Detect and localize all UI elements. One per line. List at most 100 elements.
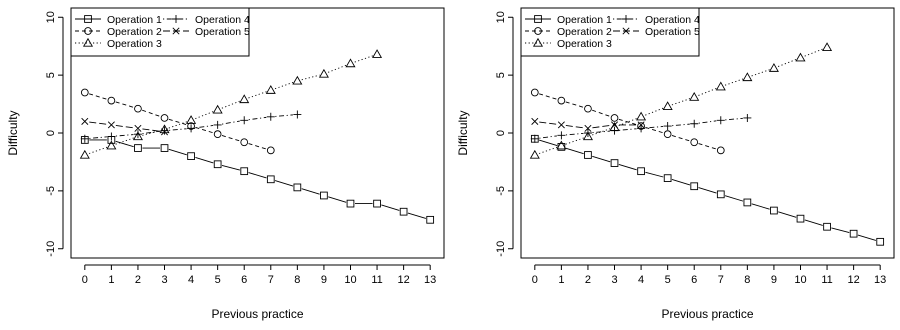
x-axis-title: Previous practice	[661, 307, 753, 321]
data-point	[160, 144, 169, 152]
data-point	[716, 116, 725, 125]
legend-item: Operation 1	[75, 14, 162, 26]
series-segment	[274, 81, 294, 90]
series-segment	[645, 107, 664, 116]
x-tick-label: 5	[665, 274, 671, 286]
series-operation-4	[80, 110, 302, 143]
data-point	[107, 132, 116, 141]
y-tick-label: -10	[495, 241, 507, 257]
legend-item: Operation 5	[163, 26, 250, 38]
data-point	[213, 130, 222, 139]
legend-item: Operation 3	[75, 37, 162, 50]
data-point	[743, 198, 752, 207]
legend-item: Operation 2	[75, 26, 162, 38]
data-point	[373, 199, 381, 208]
plot-frame	[70, 7, 445, 259]
series-segment	[248, 143, 267, 150]
y-tick-label: -5	[495, 186, 507, 196]
series-segment	[88, 146, 108, 154]
data-point	[266, 112, 275, 121]
data-point	[663, 174, 672, 182]
data-point	[557, 121, 565, 129]
y-tick-label: 0	[45, 130, 57, 136]
legend-item: Operation 5	[613, 26, 700, 38]
data-point	[557, 131, 566, 140]
series-segment	[698, 87, 717, 96]
series-segment	[592, 125, 611, 129]
series-segment	[538, 139, 558, 147]
x-tick-label: 8	[294, 274, 300, 286]
data-point	[876, 237, 885, 246]
x-tick-label: 1	[558, 274, 564, 286]
series-segment	[328, 196, 347, 203]
y-tick-label: -5	[45, 186, 57, 196]
data-point	[584, 124, 592, 132]
data-point	[160, 114, 169, 122]
data-point	[318, 68, 329, 78]
series-segment	[565, 132, 584, 136]
legend-item: Operation 4	[163, 14, 250, 26]
series-segment	[142, 128, 161, 132]
x-tick-label: 6	[691, 274, 697, 286]
data-point	[293, 183, 302, 192]
series-segment	[115, 134, 134, 137]
series-segment	[88, 93, 108, 100]
data-point	[582, 131, 593, 141]
series-segment	[671, 135, 691, 142]
data-point	[610, 121, 619, 129]
x-tick-label: 9	[771, 274, 777, 286]
data-point	[557, 96, 566, 105]
x-tick-label: 1	[108, 274, 114, 286]
data-point	[610, 126, 619, 135]
data-point	[240, 167, 249, 176]
data-point	[160, 126, 169, 135]
legend-label: Operation 4	[195, 14, 250, 26]
data-point	[160, 128, 169, 136]
legend-marker	[534, 27, 542, 35]
series-operation-4	[530, 113, 752, 143]
data-point	[716, 146, 725, 155]
data-point	[239, 94, 250, 104]
legend-label: Operation 2	[557, 26, 612, 38]
data-point	[266, 175, 275, 184]
data-point	[715, 81, 726, 91]
series-segment	[725, 117, 743, 121]
series-segment	[618, 128, 637, 131]
data-point	[106, 140, 117, 150]
data-point	[80, 88, 89, 97]
data-point	[743, 113, 752, 122]
series-segment	[195, 126, 214, 134]
x-tick-label: 12	[847, 274, 859, 286]
series-segment	[698, 143, 717, 150]
x-tick-label: 7	[718, 274, 724, 286]
series-segment	[698, 120, 717, 124]
x-tick-label: 4	[188, 274, 194, 286]
series-operation-3	[79, 49, 383, 159]
data-point	[293, 110, 302, 119]
x-tick-label: 10	[794, 274, 806, 286]
series-segment	[248, 116, 267, 121]
data-point	[637, 124, 646, 133]
x-axis-title: Previous practice	[211, 307, 303, 321]
data-point	[187, 152, 195, 160]
legend-label: Operation 4	[645, 14, 700, 26]
series-segment	[221, 164, 240, 171]
series-segment	[539, 121, 557, 125]
series-segment	[857, 234, 877, 241]
y-tick-label: 10	[495, 11, 507, 23]
series-segment	[222, 120, 240, 125]
chart-panel-right: 0 1 2 3 4 5 6 7 8 9 10 11 12 13 -10 -5 0 5 10 Previous prac…	[450, 0, 900, 325]
x-tick-label: 11	[821, 274, 832, 286]
data-point	[768, 63, 779, 72]
y-tick-label: 0	[495, 130, 507, 136]
data-point	[213, 120, 222, 129]
series-segment	[301, 74, 320, 81]
legend-label: Operation 3	[107, 38, 162, 50]
series-segment	[115, 140, 134, 148]
series-segment	[565, 137, 584, 145]
data-point	[637, 121, 645, 129]
y-tick-label: -10	[45, 241, 57, 257]
